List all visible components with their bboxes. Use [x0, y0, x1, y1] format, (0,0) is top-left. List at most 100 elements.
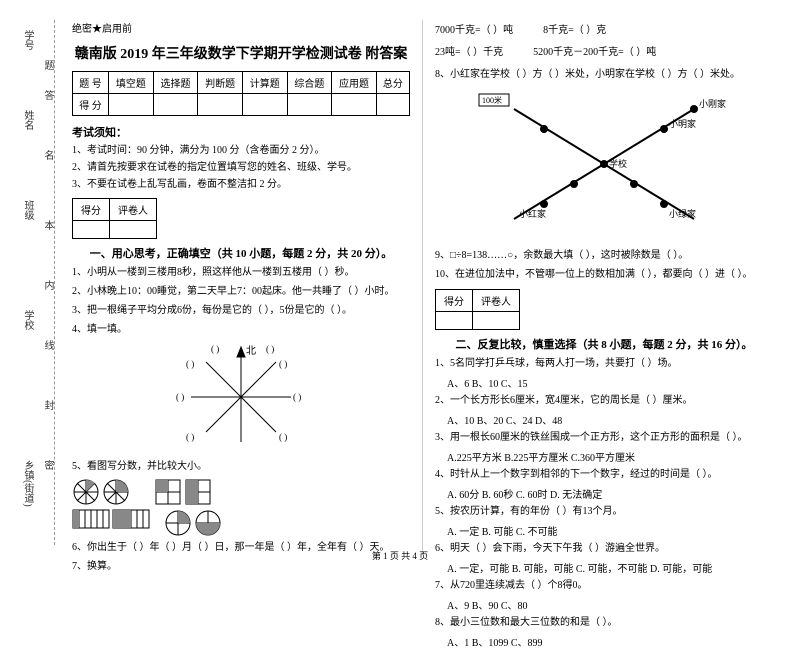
- score-col: 选择题: [153, 72, 198, 94]
- grader-cell: [110, 221, 157, 239]
- page-container: 绝密★启用前 赣南版 2019 年三年级数学下学期开学检测试卷 附答案 题 号 …: [0, 0, 800, 565]
- score-table: 题 号 填空题 选择题 判断题 计算题 综合题 应用题 总分 得 分: [72, 71, 410, 116]
- options: A、10 B、20 C、24 D、48: [447, 412, 773, 427]
- bar-fraction-icon: [72, 509, 110, 529]
- question: 4、时针从上一个数字到相邻的下一个数字，经过的时间是（ ）。: [435, 467, 773, 483]
- notice-item: 2、请首先按要求在试卷的指定位置填写您的姓名、班级、学号。: [72, 160, 410, 175]
- binding-marker: 名: [40, 150, 55, 160]
- circle-fraction-icon: [72, 478, 100, 506]
- svg-text:( ): ( ): [266, 344, 274, 354]
- exam-title: 赣南版 2019 年三年级数学下学期开学检测试卷 附答案: [72, 43, 410, 63]
- binding-marker: 封: [40, 400, 55, 410]
- section2-title: 二、反复比较，慎重选择（共 8 小题，每题 2 分，共 16 分）。: [435, 336, 773, 352]
- conversion: 23吨=（ ）千克: [435, 45, 503, 61]
- binding-marker: 密: [40, 460, 55, 470]
- grader-label: 评卷人: [473, 290, 520, 312]
- score-header-row: 题 号 填空题 选择题 判断题 计算题 综合题 应用题 总分: [73, 72, 410, 94]
- compass-north: 北: [246, 345, 256, 357]
- section-score-table: 得分评卷人: [435, 289, 520, 330]
- score-cell: [198, 94, 243, 116]
- grader-label: 评卷人: [110, 199, 157, 221]
- svg-text:小红家: 小红家: [519, 208, 546, 219]
- question: 2、小林晚上10：00睡觉，第二天早上7：00起床。他一共睡了（ ）小时。: [72, 284, 410, 300]
- score-cell: [376, 94, 409, 116]
- question: 4、填一填。: [72, 322, 410, 338]
- question: 2、一个长方形长6厘米，宽4厘米，它的周长是（ ）厘米。: [435, 393, 773, 409]
- score-col: 综合题: [287, 72, 332, 94]
- binding-label: 乡镇(街道): [20, 460, 35, 507]
- score-cell: [287, 94, 332, 116]
- conversion: 5200千克－200千克=（ ）吨: [533, 45, 656, 61]
- grader-cell: [473, 312, 520, 330]
- map-icon: 100米 小明家 小刚家 学校 小红家 小绿家: [474, 89, 734, 239]
- binding-label: 班级: [20, 200, 35, 220]
- fraction-diagram-row: [72, 509, 410, 537]
- score-col: 判断题: [198, 72, 243, 94]
- svg-text:( ): ( ): [211, 344, 219, 354]
- svg-text:学校: 学校: [609, 158, 627, 169]
- svg-text:小绿家: 小绿家: [669, 208, 696, 219]
- question: 1、小明从一楼到三楼用8秒，照这样他从一楼到五楼用（ ）秒。: [72, 265, 410, 281]
- question: 9、□÷8=138……○，余数最大填（ ），这时被除数是（ ）。: [435, 248, 773, 264]
- score-label: 得分: [73, 199, 110, 221]
- compass-icon: 北 ( ) ( ) ( ) ( ) ( ) ( ) ( ) ( ): [171, 342, 311, 452]
- map-diagram: 100米 小明家 小刚家 学校 小红家 小绿家: [435, 89, 773, 242]
- binding-margin: 学号 姓名 班级 学校 乡镇(街道) 题 答 名 本 内 线 封 密: [5, 20, 55, 545]
- binding-marker: 线: [40, 340, 55, 350]
- score-cell: [153, 94, 198, 116]
- score-cell: [436, 312, 473, 330]
- binding-label: 学号: [20, 30, 35, 50]
- left-column: 绝密★启用前 赣南版 2019 年三年级数学下学期开学检测试卷 附答案 题 号 …: [60, 20, 423, 555]
- question: 3、把一根绳子平均分成6份，每份是它的（ ），5份是它的（ ）。: [72, 303, 410, 319]
- binding-marker: 本: [40, 220, 55, 230]
- notice-item: 1、考试时间：90 分钟，满分为 100 分（含卷面分 2 分）。: [72, 143, 410, 158]
- svg-text:( ): ( ): [293, 392, 301, 402]
- score-label: 得分: [436, 290, 473, 312]
- section1-title: 一、用心思考，正确填空（共 10 小题，每题 2 分，共 20 分）。: [72, 245, 410, 261]
- circle-fraction-icon: [102, 478, 130, 506]
- circle-fraction-icon: [194, 509, 222, 537]
- score-cell: [332, 94, 377, 116]
- binding-label: 学校: [20, 310, 35, 330]
- svg-text:( ): ( ): [186, 359, 194, 369]
- svg-text:( ): ( ): [279, 432, 287, 442]
- notice-title: 考试须知：: [72, 124, 410, 140]
- conversion: 8千克=（ ）克: [543, 23, 606, 39]
- binding-marker: 题: [40, 60, 55, 70]
- svg-text:( ): ( ): [176, 392, 184, 402]
- score-col: 应用题: [332, 72, 377, 94]
- svg-text:( ): ( ): [186, 432, 194, 442]
- right-column: 7000千克=（ ）吨 8千克=（ ）克 23吨=（ ）千克 5200千克－20…: [423, 20, 785, 555]
- svg-text:( ): ( ): [279, 359, 287, 369]
- binding-marker: 内: [40, 280, 55, 290]
- options: A.225平方米 B.225平方厘米 C.360平方厘米: [447, 449, 773, 464]
- options: A、9 B、90 C、80: [447, 597, 773, 612]
- score-cell: [242, 94, 287, 116]
- map-legend: 100米: [482, 95, 502, 105]
- options: A. 一定，可能 B. 可能，可能 C. 可能，不可能 D. 可能，可能: [447, 560, 773, 575]
- score-col: 总分: [376, 72, 409, 94]
- notice-item: 3、不要在试卷上乱写乱画，卷面不整洁扣 2 分。: [72, 177, 410, 192]
- options: A、6 B、10 C、15: [447, 375, 773, 390]
- score-value-row: 得 分: [73, 94, 410, 116]
- fraction-diagram-row: [72, 478, 410, 506]
- question: 5、按农历计算，有的年份（ ）有13个月。: [435, 504, 773, 520]
- svg-text:小刚家: 小刚家: [699, 98, 726, 109]
- square-fraction-icon: [154, 478, 182, 506]
- question: 8、最小三位数和最大三位数的和是（ ）。: [435, 615, 773, 631]
- binding-label: 姓名: [20, 110, 35, 130]
- svg-text:小明家: 小明家: [669, 118, 696, 129]
- options: A. 60分 B. 60秒 C. 60时 D. 无法确定: [447, 486, 773, 501]
- options: A. 一定 B. 可能 C. 不可能: [447, 523, 773, 538]
- question: 7、从720里连续减去（ ）个8得0。: [435, 578, 773, 594]
- score-cell: [73, 221, 110, 239]
- binding-marker: 答: [40, 90, 55, 100]
- square-fraction-icon: [184, 478, 212, 506]
- question: 1、5名同学打乒乓球，每两人打一场，共要打（ ）场。: [435, 356, 773, 372]
- conversion: 7000千克=（ ）吨: [435, 23, 513, 39]
- question: 3、用一根长60厘米的铁丝围成一个正方形，这个正方形的面积是（ ）。: [435, 430, 773, 446]
- score-row-label: 得 分: [73, 94, 109, 116]
- score-col: 计算题: [242, 72, 287, 94]
- compass-diagram: 北 ( ) ( ) ( ) ( ) ( ) ( ) ( ) ( ): [72, 342, 410, 455]
- score-col: 题 号: [73, 72, 109, 94]
